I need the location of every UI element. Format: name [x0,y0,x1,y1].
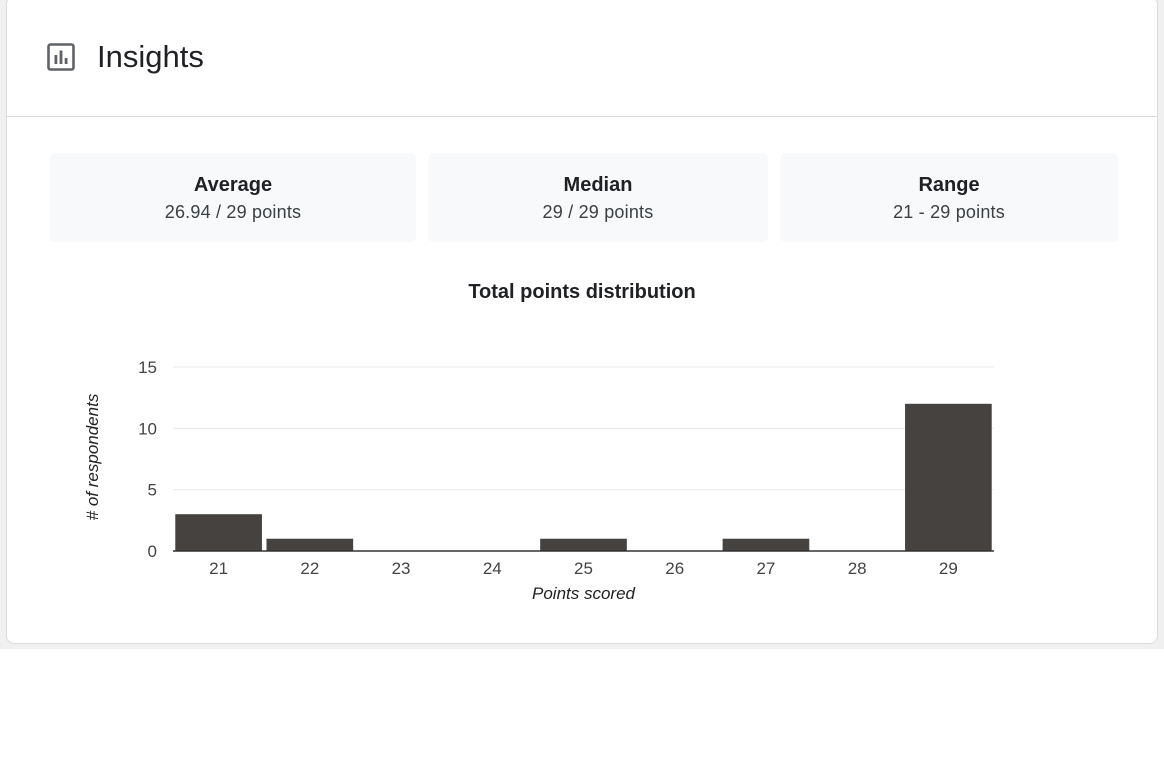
stat-card-average: Average 26.94 / 29 points [50,153,416,242]
y-axis-title: # of respondents [83,393,102,520]
bar-25 [540,538,627,551]
insights-header: Insights [7,0,1157,117]
chart-title: Total points distribution [468,281,696,303]
stat-card-median: Median 29 / 29 points [428,153,768,242]
stat-value: 29 / 29 points [542,202,654,222]
bar-chart-icon [47,43,75,71]
x-tick-label: 22 [300,559,319,578]
x-tick-label: 28 [848,559,867,578]
bar-21 [175,514,262,551]
y-tick-label: 10 [138,419,157,438]
stat-value: 26.94 / 29 points [164,202,302,222]
stat-label: Range [918,174,980,196]
y-tick-label: 0 [148,542,157,561]
stat-value: 21 - 29 points [893,202,1005,222]
bar-22 [266,538,354,551]
x-tick-label: 27 [756,559,775,578]
x-tick-label: 24 [483,559,502,578]
stat-label: Median [563,174,633,196]
x-tick-label: 23 [392,559,411,578]
stat-label: Average [193,174,273,196]
y-tick-label: 5 [148,481,157,500]
insights-card: Insights Average 26.94 / 29 points Media… [6,0,1158,644]
x-tick-label: 25 [574,559,593,578]
x-axis-title: Points scored [532,584,636,603]
x-tick-label: 21 [209,559,228,578]
bar-29 [905,403,992,551]
y-tick-label: 15 [138,358,157,377]
page-title: Insights [97,39,204,74]
stat-card-range: Range 21 - 29 points [780,153,1118,242]
x-tick-label: 26 [665,559,684,578]
points-distribution-chart: 0 5 10 15 21 22 23 24 25 26 27 28 29 Points scored # o… [83,358,994,603]
bar-27 [722,538,810,551]
x-tick-label: 29 [939,559,958,578]
